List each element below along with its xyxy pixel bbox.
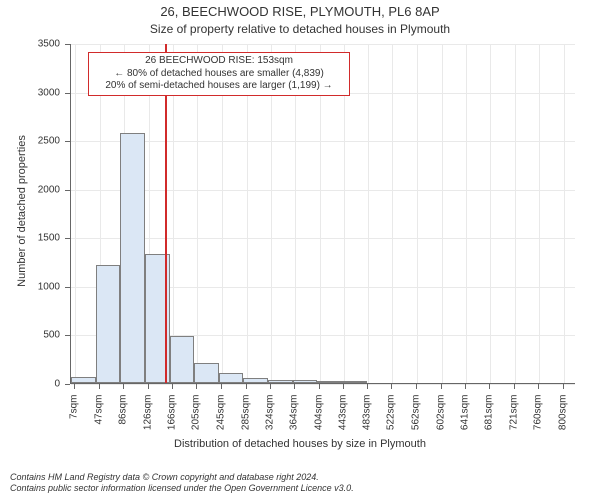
xtick-mark: [246, 384, 247, 389]
chart-title-line2: Size of property relative to detached ho…: [0, 22, 600, 36]
gridline-v: [392, 44, 393, 383]
xtick-label: 760sqm: [533, 395, 544, 445]
xtick-label: 7sqm: [69, 395, 80, 445]
gridline-h: [71, 141, 575, 142]
xtick-label: 245sqm: [215, 395, 226, 445]
gridline-v: [539, 44, 540, 383]
ytick-mark: [65, 141, 70, 142]
xtick-label: 641sqm: [459, 395, 470, 445]
histogram-bar: [317, 381, 342, 383]
xtick-mark: [172, 384, 173, 389]
xtick-label: 364sqm: [289, 395, 300, 445]
gridline-h: [71, 238, 575, 239]
xtick-mark: [465, 384, 466, 389]
xtick-mark: [367, 384, 368, 389]
gridline-v: [417, 44, 418, 383]
annotation-line3: 20% of semi-detached houses are larger (…: [93, 80, 345, 93]
xtick-label: 562sqm: [411, 395, 422, 445]
xtick-label: 522sqm: [386, 395, 397, 445]
histogram-bar: [293, 380, 318, 383]
gridline-h: [71, 44, 575, 45]
annotation-line2: ← 80% of detached houses are smaller (4,…: [93, 68, 345, 81]
xtick-label: 483sqm: [362, 395, 373, 445]
ytick-mark: [65, 287, 70, 288]
footer-line2: Contains public sector information licen…: [10, 483, 354, 494]
xtick-mark: [148, 384, 149, 389]
xtick-label: 800sqm: [557, 395, 568, 445]
xtick-mark: [319, 384, 320, 389]
xtick-mark: [441, 384, 442, 389]
gridline-v: [490, 44, 491, 383]
xtick-mark: [391, 384, 392, 389]
ytick-label: 0: [0, 379, 60, 390]
histogram-bar: [120, 133, 145, 383]
xtick-mark: [99, 384, 100, 389]
xtick-mark: [563, 384, 564, 389]
gridline-h: [71, 384, 575, 385]
xtick-label: 443sqm: [337, 395, 348, 445]
xtick-mark: [123, 384, 124, 389]
histogram-bar: [170, 336, 195, 383]
histogram-bar: [219, 373, 244, 383]
xtick-mark: [343, 384, 344, 389]
xtick-mark: [514, 384, 515, 389]
xtick-mark: [538, 384, 539, 389]
xtick-label: 166sqm: [167, 395, 178, 445]
gridline-v: [515, 44, 516, 383]
gridline-v: [466, 44, 467, 383]
xtick-mark: [221, 384, 222, 389]
ytick-mark: [65, 44, 70, 45]
xtick-mark: [196, 384, 197, 389]
xtick-mark: [489, 384, 490, 389]
histogram-bar: [194, 363, 219, 383]
ytick-label: 2000: [0, 184, 60, 195]
ytick-label: 3000: [0, 87, 60, 98]
footer-line1: Contains HM Land Registry data © Crown c…: [10, 472, 354, 483]
ytick-label: 500: [0, 330, 60, 341]
xtick-label: 681sqm: [484, 395, 495, 445]
annotation-box: 26 BEECHWOOD RISE: 153sqm ← 80% of detac…: [88, 52, 350, 96]
chart-container: { "title_line1": "26, BEECHWOOD RISE, PL…: [0, 0, 600, 500]
xtick-mark: [416, 384, 417, 389]
histogram-bar: [71, 377, 96, 383]
xtick-label: 285sqm: [240, 395, 251, 445]
ytick-mark: [65, 238, 70, 239]
ytick-label: 1500: [0, 233, 60, 244]
xtick-label: 126sqm: [142, 395, 153, 445]
gridline-v: [75, 44, 76, 383]
histogram-bar: [96, 265, 121, 384]
histogram-bar: [342, 381, 367, 383]
histogram-bar: [243, 378, 268, 383]
annotation-line1: 26 BEECHWOOD RISE: 153sqm: [93, 55, 345, 68]
xtick-mark: [270, 384, 271, 389]
xtick-label: 205sqm: [191, 395, 202, 445]
ytick-mark: [65, 93, 70, 94]
xtick-label: 721sqm: [509, 395, 520, 445]
xtick-label: 86sqm: [117, 395, 128, 445]
ytick-label: 2500: [0, 136, 60, 147]
xtick-mark: [294, 384, 295, 389]
gridline-v: [564, 44, 565, 383]
ytick-label: 1000: [0, 281, 60, 292]
gridline-v: [442, 44, 443, 383]
ytick-mark: [65, 190, 70, 191]
ytick-label: 3500: [0, 39, 60, 50]
ytick-mark: [65, 335, 70, 336]
xtick-mark: [74, 384, 75, 389]
xtick-label: 47sqm: [93, 395, 104, 445]
xtick-label: 324sqm: [264, 395, 275, 445]
ytick-mark: [65, 384, 70, 385]
gridline-v: [368, 44, 369, 383]
gridline-h: [71, 190, 575, 191]
chart-title-line1: 26, BEECHWOOD RISE, PLYMOUTH, PL6 8AP: [0, 4, 600, 19]
xtick-label: 602sqm: [435, 395, 446, 445]
histogram-bar: [268, 380, 293, 383]
xtick-label: 404sqm: [313, 395, 324, 445]
footer: Contains HM Land Registry data © Crown c…: [10, 472, 354, 495]
